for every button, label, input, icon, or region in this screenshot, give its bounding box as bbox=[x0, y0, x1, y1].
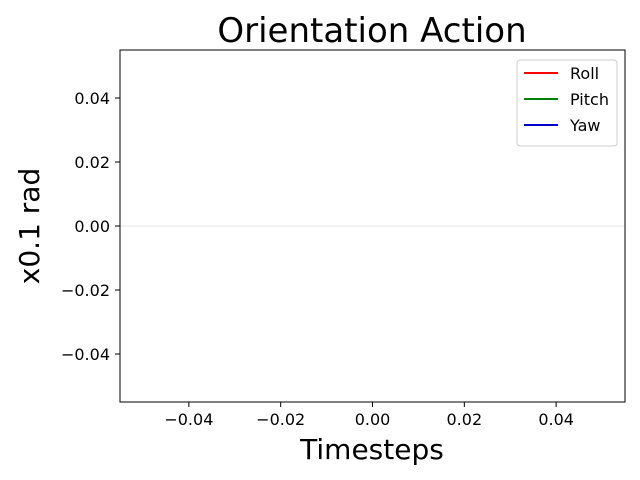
y-tick-label: 0.04 bbox=[74, 89, 110, 108]
y-tick-label: 0.00 bbox=[74, 217, 110, 236]
y-tick-label: −0.04 bbox=[61, 345, 110, 364]
y-tick-label: −0.02 bbox=[61, 281, 110, 300]
legend-label-pitch: Pitch bbox=[570, 90, 609, 109]
chart-title: Orientation Action bbox=[217, 11, 526, 51]
legend-label-roll: Roll bbox=[570, 64, 599, 83]
x-tick-label: −0.04 bbox=[164, 410, 213, 429]
legend: Roll Pitch Yaw bbox=[516, 59, 618, 147]
legend-label-yaw: Yaw bbox=[569, 116, 600, 135]
plot-area: −0.04 −0.02 0.00 0.02 0.04 0.04 0.02 0.00 −0.02 −… bbox=[61, 49, 626, 429]
x-tick-label: 0.00 bbox=[355, 410, 391, 429]
x-tick-label: 0.04 bbox=[538, 410, 574, 429]
x-axis-label: Timesteps bbox=[299, 433, 444, 466]
y-axis-label: x0.1 rad bbox=[13, 168, 46, 284]
y-tick-label: 0.02 bbox=[74, 153, 110, 172]
x-tick-label: 0.02 bbox=[447, 410, 483, 429]
x-tick-label: −0.02 bbox=[256, 410, 305, 429]
